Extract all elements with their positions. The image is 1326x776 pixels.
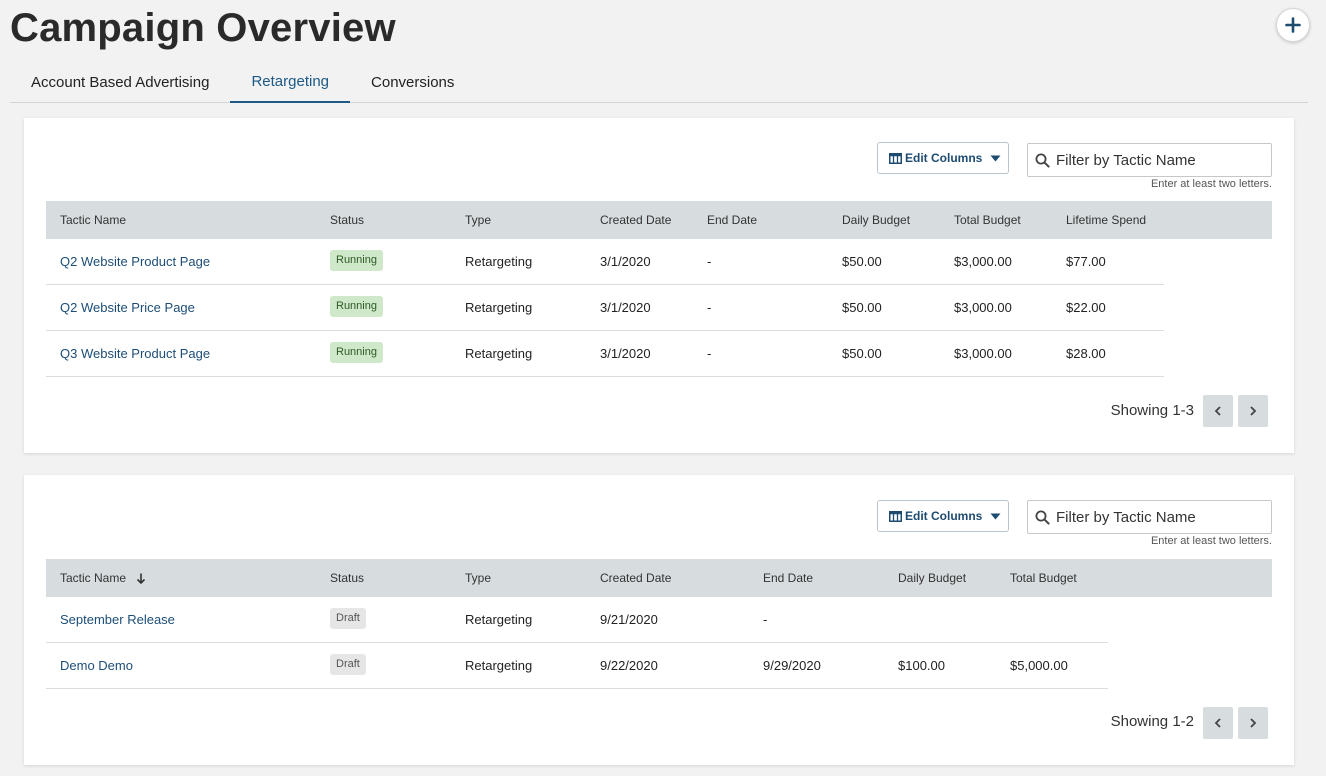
filter-input[interactable] bbox=[1056, 508, 1256, 526]
next-page-button[interactable] bbox=[1238, 707, 1268, 739]
daily-budget-cell: $50.00 bbox=[842, 254, 882, 269]
column-header-total-budget[interactable]: Total Budget bbox=[954, 213, 1021, 227]
table-row: Demo Demo Draft Retargeting 9/22/2020 9/… bbox=[46, 643, 1108, 689]
chevron-left-icon bbox=[1214, 718, 1221, 728]
tactic-name-link[interactable]: Q2 Website Product Page bbox=[60, 254, 211, 269]
status-badge: Draft bbox=[330, 654, 366, 675]
column-header-total-budget[interactable]: Total Budget bbox=[1010, 571, 1077, 585]
tactic-name-link[interactable]: Demo Demo bbox=[60, 658, 133, 673]
lifetime-spend-cell: $28.00 bbox=[1066, 346, 1106, 361]
table-header: Tactic Name Status Type Created Date End… bbox=[46, 559, 1272, 597]
column-header-daily-budget[interactable]: Daily Budget bbox=[842, 213, 911, 227]
end-date-cell: - bbox=[707, 254, 712, 269]
search-icon bbox=[1035, 510, 1050, 525]
type-cell: Retargeting bbox=[465, 300, 533, 315]
filter-hint: Enter at least two letters. bbox=[1150, 178, 1272, 190]
columns-icon bbox=[889, 152, 902, 164]
next-page-button[interactable] bbox=[1238, 395, 1268, 427]
edit-columns-label: Edit Columns bbox=[905, 509, 983, 523]
table-row: Q2 Website Product Page Running Retarget… bbox=[46, 239, 1164, 285]
column-header-type[interactable]: Type bbox=[465, 571, 492, 585]
edit-columns-button[interactable]: Edit Columns bbox=[877, 142, 1009, 174]
daily-budget-cell: $50.00 bbox=[842, 346, 882, 361]
tactics-card-2: Edit Columns Enter at least two letters.… bbox=[24, 475, 1294, 765]
tactic-name-link[interactable]: Q3 Website Product Page bbox=[60, 346, 211, 361]
search-icon bbox=[1035, 153, 1050, 168]
created-date-cell: 3/1/2020 bbox=[600, 254, 651, 269]
lifetime-spend-cell: $22.00 bbox=[1066, 300, 1106, 315]
type-cell: Retargeting bbox=[465, 254, 533, 269]
chevron-right-icon bbox=[1250, 718, 1257, 728]
page-title: Campaign Overview bbox=[10, 6, 396, 50]
total-budget-cell: $3,000.00 bbox=[954, 254, 1012, 269]
column-header-end-date[interactable]: End Date bbox=[763, 571, 814, 585]
pagination-showing: Showing 1-3 bbox=[1110, 402, 1194, 419]
edit-columns-label: Edit Columns bbox=[905, 151, 983, 165]
total-budget-cell: $3,000.00 bbox=[954, 300, 1012, 315]
created-date-cell: 9/22/2020 bbox=[600, 658, 658, 673]
column-header-status[interactable]: Status bbox=[330, 213, 365, 227]
daily-budget-cell: $100.00 bbox=[898, 658, 945, 673]
chevron-left-icon bbox=[1214, 406, 1221, 416]
lifetime-spend-cell: $77.00 bbox=[1066, 254, 1106, 269]
tab-conversions[interactable]: Conversions bbox=[371, 74, 455, 91]
total-budget-cell: $5,000.00 bbox=[1010, 658, 1068, 673]
tab-account-based-advertising[interactable]: Account Based Advertising bbox=[31, 74, 210, 91]
column-header-daily-budget[interactable]: Daily Budget bbox=[898, 571, 967, 585]
column-header-status[interactable]: Status bbox=[330, 571, 365, 585]
tab-bar: Account Based Advertising Retargeting Co… bbox=[10, 62, 1308, 103]
caret-down-icon bbox=[990, 155, 1001, 162]
column-header-type[interactable]: Type bbox=[465, 213, 492, 227]
filter-hint: Enter at least two letters. bbox=[1150, 535, 1272, 547]
filter-input[interactable] bbox=[1056, 151, 1256, 169]
end-date-cell: 9/29/2020 bbox=[763, 658, 821, 673]
status-badge: Draft bbox=[330, 608, 366, 629]
end-date-cell: - bbox=[707, 300, 712, 315]
end-date-cell: - bbox=[707, 346, 712, 361]
previous-page-button[interactable] bbox=[1203, 395, 1233, 427]
previous-page-button[interactable] bbox=[1203, 707, 1233, 739]
column-header-created-date[interactable]: Created Date bbox=[600, 571, 672, 585]
column-header-tactic-name[interactable]: Tactic Name bbox=[60, 213, 127, 227]
column-header-created-date[interactable]: Created Date bbox=[600, 213, 672, 227]
type-cell: Retargeting bbox=[465, 612, 533, 627]
status-badge: Running bbox=[330, 342, 383, 363]
created-date-cell: 3/1/2020 bbox=[600, 300, 651, 315]
tactic-name-link[interactable]: Q2 Website Price Page bbox=[60, 300, 195, 315]
table-header: Tactic Name Status Type Created Date End… bbox=[46, 201, 1272, 239]
filter-field[interactable] bbox=[1027, 143, 1272, 177]
filter-field[interactable] bbox=[1027, 500, 1272, 534]
status-badge: Running bbox=[330, 296, 383, 317]
columns-icon bbox=[889, 510, 902, 522]
arrow-down-icon bbox=[136, 573, 146, 585]
created-date-cell: 9/21/2020 bbox=[600, 612, 658, 627]
pagination-showing: Showing 1-2 bbox=[1110, 713, 1194, 730]
caret-down-icon bbox=[990, 513, 1001, 520]
table-row: Q2 Website Price Page Running Retargetin… bbox=[46, 285, 1164, 331]
edit-columns-button[interactable]: Edit Columns bbox=[877, 500, 1009, 532]
tab-retargeting[interactable]: Retargeting bbox=[230, 62, 351, 103]
chevron-right-icon bbox=[1250, 406, 1257, 416]
tactics-card-1: Edit Columns Enter at least two letters.… bbox=[24, 118, 1294, 453]
table-row: September Release Draft Retargeting 9/21… bbox=[46, 597, 1108, 643]
column-header-lifetime-spend[interactable]: Lifetime Spend bbox=[1066, 213, 1147, 227]
tactic-name-link[interactable]: September Release bbox=[60, 612, 175, 627]
column-header-end-date[interactable]: End Date bbox=[707, 213, 758, 227]
total-budget-cell: $3,000.00 bbox=[954, 346, 1012, 361]
type-cell: Retargeting bbox=[465, 346, 533, 361]
column-header-tactic-name-label: Tactic Name bbox=[60, 571, 127, 585]
table-row: Q3 Website Product Page Running Retarget… bbox=[46, 331, 1164, 377]
type-cell: Retargeting bbox=[465, 658, 533, 673]
status-badge: Running bbox=[330, 250, 383, 271]
add-button[interactable] bbox=[1276, 8, 1310, 42]
column-header-tactic-name[interactable]: Tactic Name bbox=[60, 559, 146, 597]
add-icon bbox=[1285, 17, 1301, 33]
created-date-cell: 3/1/2020 bbox=[600, 346, 651, 361]
daily-budget-cell: $50.00 bbox=[842, 300, 882, 315]
end-date-cell: - bbox=[763, 612, 768, 627]
